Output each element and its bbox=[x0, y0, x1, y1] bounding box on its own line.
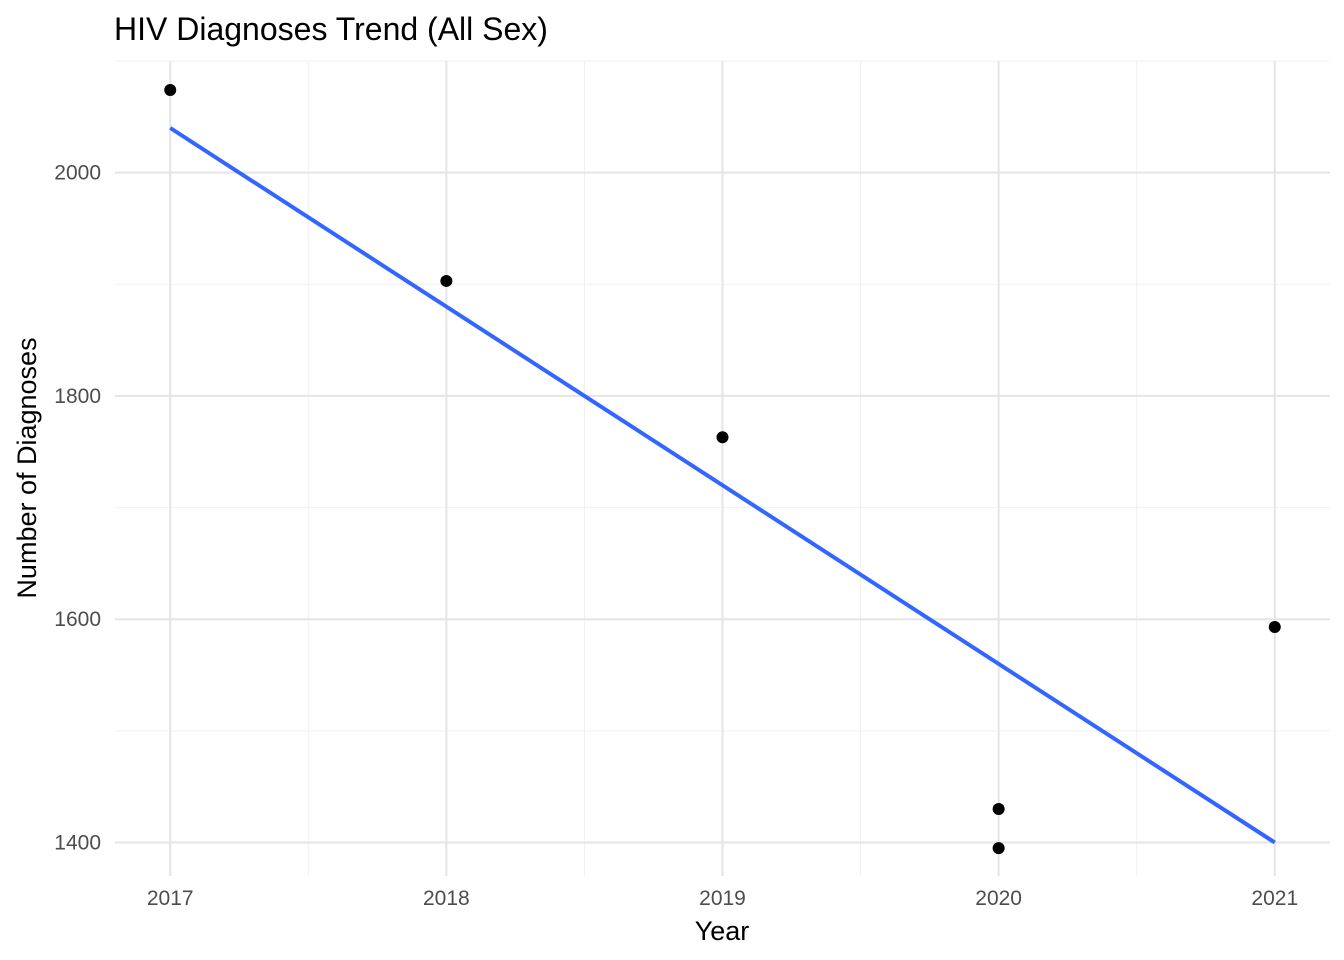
x-tick-label: 2019 bbox=[699, 887, 746, 910]
chart-title: HIV Diagnoses Trend (All Sex) bbox=[114, 11, 548, 47]
data-point bbox=[992, 803, 1005, 816]
data-point bbox=[1268, 621, 1281, 634]
data-point bbox=[440, 274, 453, 287]
y-tick-labels: 1400 1600 1800 2000 bbox=[54, 162, 101, 855]
x-tick-labels: 2017 2018 2019 2020 2021 bbox=[147, 887, 1298, 910]
major-gridlines bbox=[115, 61, 1330, 876]
x-tick-label: 2021 bbox=[1251, 887, 1298, 910]
data-point bbox=[992, 842, 1005, 855]
x-axis-title: Year bbox=[695, 916, 750, 946]
x-tick-label: 2018 bbox=[423, 887, 470, 910]
data-points-layer bbox=[164, 84, 1281, 855]
y-tick-label: 2000 bbox=[54, 162, 101, 185]
y-tick-label: 1400 bbox=[54, 832, 101, 855]
trend-line bbox=[169, 126, 1276, 845]
data-point bbox=[164, 84, 177, 97]
y-tick-label: 1600 bbox=[54, 608, 101, 631]
data-point bbox=[716, 431, 729, 444]
y-tick-label: 1800 bbox=[54, 385, 101, 408]
x-tick-label: 2020 bbox=[975, 887, 1022, 910]
trend-line-layer bbox=[169, 126, 1276, 845]
x-tick-label: 2017 bbox=[147, 887, 194, 910]
y-axis-title: Number of Diagnoses bbox=[12, 337, 42, 598]
